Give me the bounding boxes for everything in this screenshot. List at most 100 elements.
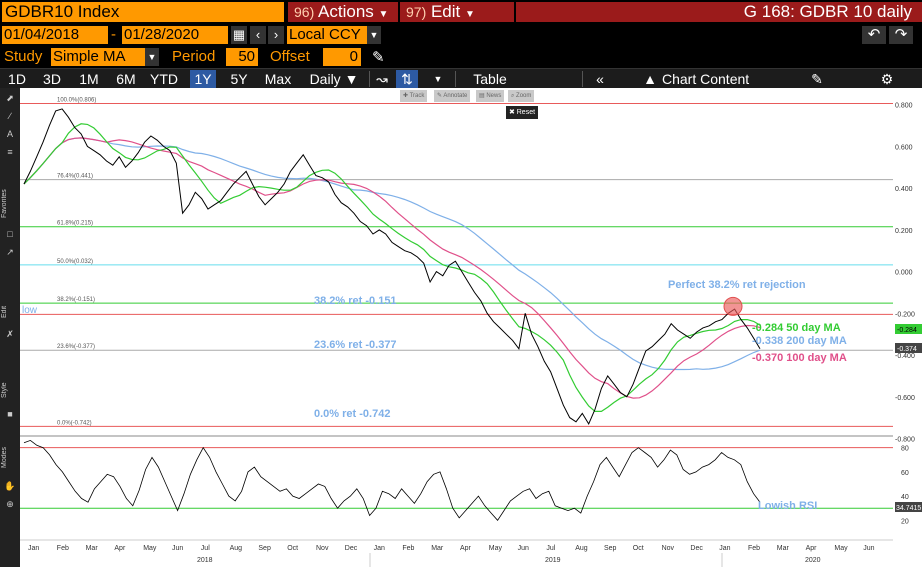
x-axis-month: May xyxy=(489,545,503,552)
prev-arrow-icon[interactable]: ‹ xyxy=(250,26,266,44)
period-input[interactable]: 50 xyxy=(226,48,258,66)
x-axis-month: Mar xyxy=(431,545,444,552)
fib-label: 38.2%(-0.151) xyxy=(57,297,95,303)
offset-input[interactable]: 0 xyxy=(323,48,361,66)
edit-chart-icon[interactable]: ✎ xyxy=(811,71,823,87)
bar-chart-icon[interactable]: ⇅ xyxy=(396,70,418,88)
chevron-down-icon[interactable]: ▼ xyxy=(145,48,159,66)
x-axis-month: Feb xyxy=(748,545,760,552)
eraser-icon[interactable]: ✗ xyxy=(6,329,14,339)
range-button-1m[interactable]: 1M xyxy=(79,71,99,87)
y-axis-tick: 0.400 xyxy=(895,186,913,193)
edit-num: 97) xyxy=(406,4,427,20)
range-button-6m[interactable]: 6M xyxy=(116,71,136,87)
ma100-line xyxy=(23,137,761,399)
annotate-button[interactable]: ✎ Annotate xyxy=(434,90,471,102)
color-icon[interactable]: ■ xyxy=(7,409,13,419)
collapse-icon[interactable]: « xyxy=(596,71,604,87)
ma50-annotation: -0.284 50 day MA xyxy=(752,322,841,334)
pencil-icon[interactable]: ✎ xyxy=(372,49,385,66)
end-date-input[interactable]: 01/28/2020 xyxy=(122,26,228,44)
hand-icon[interactable]: ✋ xyxy=(4,481,16,491)
y-axis-tick: 0.200 xyxy=(895,228,913,235)
x-axis-month: Jun xyxy=(863,545,874,552)
x-axis-month: May xyxy=(143,545,157,552)
low-annotation: low xyxy=(22,305,38,316)
gear-icon[interactable]: ⚙ xyxy=(880,71,894,87)
range-button-1d[interactable]: 1D xyxy=(8,71,26,87)
x-axis-year: 2020 xyxy=(805,557,821,564)
x-axis-month: Mar xyxy=(86,545,99,552)
currency-select[interactable]: Local CCY xyxy=(287,26,367,44)
ticker-field[interactable]: GDBR10 Index xyxy=(2,2,284,22)
y-axis-tick: -0.200 xyxy=(895,311,915,318)
line-tool-icon[interactable]: ∕ xyxy=(9,111,11,121)
study-select[interactable]: Simple MA xyxy=(51,48,145,66)
y-axis-tick: -0.800 xyxy=(895,436,915,443)
price-chart: 0.8000.6000.4000.2000.000-0.200-0.400-0.… xyxy=(20,88,922,567)
period-label: Period xyxy=(172,48,216,65)
zoom-button[interactable]: ⌕ Zoom xyxy=(508,90,535,102)
x-axis-month: Feb xyxy=(57,545,69,552)
range-button-max[interactable]: Max xyxy=(264,71,292,87)
perfect-annotation: Perfect 38.2% ret rejection xyxy=(668,279,806,291)
divider xyxy=(455,71,456,87)
edit-label: Edit xyxy=(430,2,461,21)
x-axis-month: Apr xyxy=(460,545,472,552)
arrow-tool-icon[interactable]: ↗ xyxy=(6,247,14,257)
chevron-down-icon[interactable]: ▼ xyxy=(433,74,443,84)
price-tag-bg xyxy=(895,343,922,353)
news-label: News xyxy=(486,93,502,99)
next-arrow-icon[interactable]: › xyxy=(268,26,284,44)
price-tag: -0.374 xyxy=(897,346,917,353)
edit-menu[interactable]: 97) Edit ▼ xyxy=(400,2,514,22)
chart-area[interactable]: ⬈ ∕ A ≡ Favorites □ ↗ Edit ✗ Style ■ Mod… xyxy=(0,88,922,567)
chart-content-button[interactable]: Chart Content xyxy=(662,71,750,87)
range-button-5y[interactable]: 5Y xyxy=(230,71,248,87)
calendar-icon[interactable]: ▦ xyxy=(231,26,247,44)
text-tool-icon[interactable]: A xyxy=(6,129,13,139)
fib-label: 61.8%(0.215) xyxy=(57,221,93,227)
track-button[interactable]: ✚ Track xyxy=(400,90,428,102)
undo-icon[interactable]: ↶ xyxy=(862,26,886,44)
ma100-annotation: -0.370 100 day MA xyxy=(752,352,847,364)
divider xyxy=(369,71,370,87)
start-date-input[interactable]: 01/04/2018 xyxy=(2,26,108,44)
x-axis-month: Dec xyxy=(690,545,703,552)
x-axis-month: Sep xyxy=(258,545,271,552)
y-axis-tick: 0.000 xyxy=(895,270,913,277)
x-axis-month: Nov xyxy=(662,545,675,552)
range-button-1y[interactable]: 1Y xyxy=(190,70,216,88)
range-button-3d[interactable]: 3D xyxy=(43,71,61,87)
left-toolbar: ⬈ ∕ A ≡ Favorites □ ↗ Edit ✗ Style ■ Mod… xyxy=(0,88,20,567)
news-button[interactable]: ▤ News xyxy=(476,90,505,102)
cursor-icon[interactable]: ⬈ xyxy=(6,93,14,103)
zoom-icon[interactable]: ⊕ xyxy=(6,499,14,509)
y-axis-tick: -0.400 xyxy=(895,353,915,360)
actions-menu[interactable]: 96) Actions ▼ xyxy=(288,2,398,22)
range-button-ytd[interactable]: YTD xyxy=(150,71,178,87)
frequency-select[interactable]: Daily ▼ xyxy=(309,71,359,87)
fib-label: 0.0%(-0.742) xyxy=(57,420,92,426)
title-bar: GDBR10 Index 96) Actions ▼ 97) Edit ▼ G … xyxy=(0,0,922,24)
redo-icon[interactable]: ↷ xyxy=(889,26,913,44)
study-bar: Study Simple MA ▼ Period 50 Offset 0 ✎ xyxy=(0,46,922,68)
ma50-line xyxy=(23,123,761,412)
line-chart-icon[interactable]: ↝ xyxy=(376,71,388,87)
rsi-axis-tick: 60 xyxy=(901,470,909,477)
reset-button[interactable]: ✖ Reset xyxy=(506,106,538,119)
fib-label: 50.0%(0.032) xyxy=(57,259,93,265)
shape-tool-icon[interactable]: □ xyxy=(7,229,13,239)
page-title: G 168: GDBR 10 daily xyxy=(516,2,922,22)
x-axis-month: Nov xyxy=(316,545,329,552)
y-axis-tick: -0.600 xyxy=(895,395,915,402)
rsi-axis-tick: 40 xyxy=(901,494,909,501)
table-button[interactable]: Table xyxy=(473,71,507,87)
fib-tool-icon[interactable]: ≡ xyxy=(7,147,13,157)
x-axis-month: Oct xyxy=(633,545,644,552)
x-axis-month: Jun xyxy=(172,545,183,552)
chart-content-icon: ▲ xyxy=(643,71,657,87)
x-axis-year: 2018 xyxy=(197,557,213,564)
chevron-down-icon[interactable]: ▼ xyxy=(367,26,381,44)
price-line xyxy=(23,108,761,425)
